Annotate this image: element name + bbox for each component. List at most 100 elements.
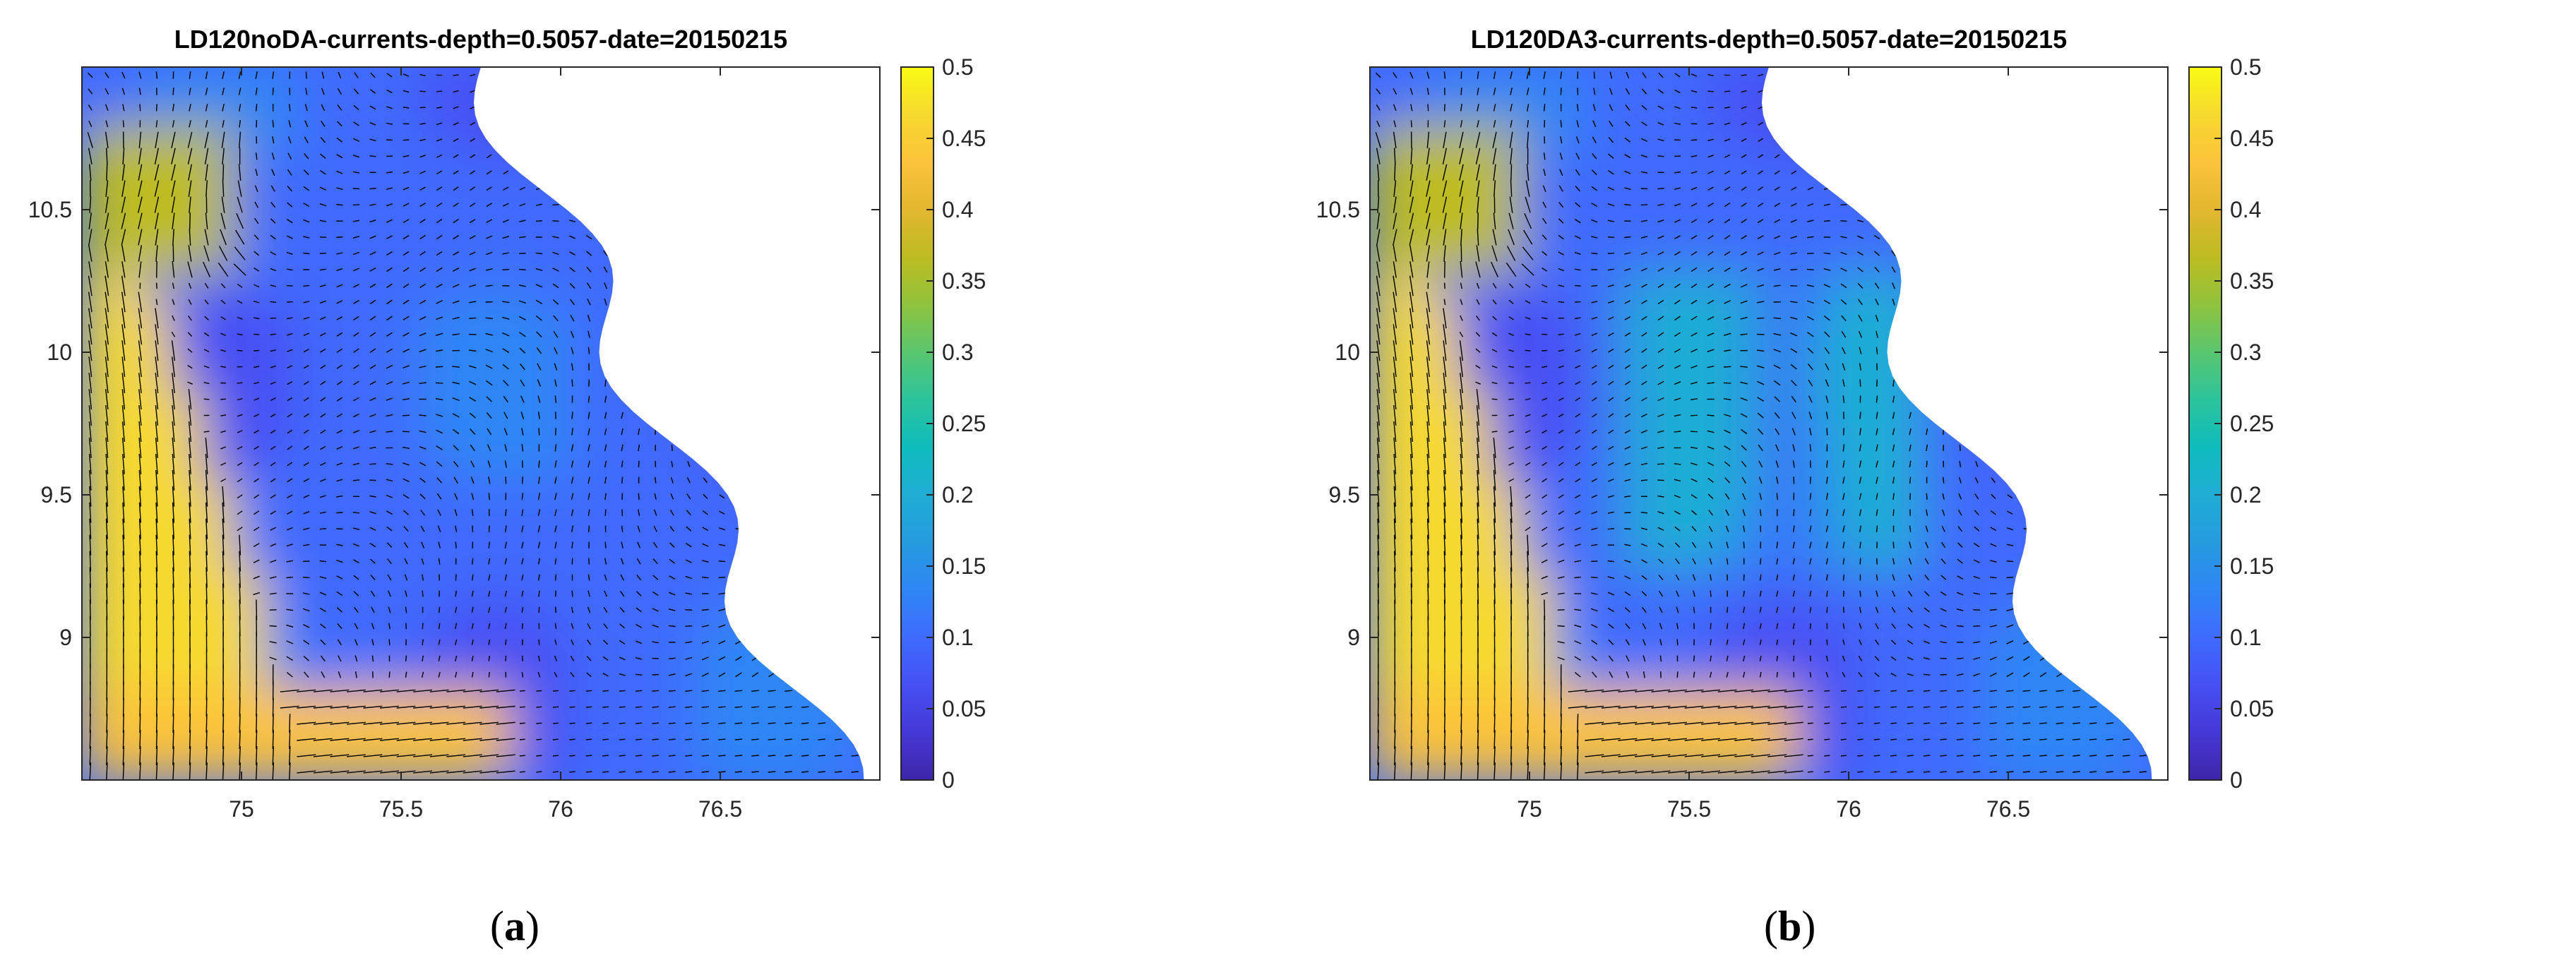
current-arrow <box>1674 203 1681 207</box>
current-arrow <box>269 641 277 644</box>
current-arrow <box>1876 347 1878 354</box>
current-arrow <box>303 284 310 287</box>
current-arrow <box>734 722 743 724</box>
current-arrow <box>470 138 476 142</box>
current-arrow <box>1575 186 1581 192</box>
current-arrow <box>1426 486 1430 507</box>
current-arrow <box>1807 738 1813 740</box>
colorbar-tick-label: 0.15 <box>942 553 986 579</box>
current-arrow <box>1526 88 1530 95</box>
current-arrow <box>468 365 477 368</box>
current-arrow <box>1924 558 1929 565</box>
current-arrow <box>1574 608 1582 611</box>
current-arrow <box>363 738 383 741</box>
current-arrow <box>419 316 427 320</box>
current-arrow <box>654 509 657 516</box>
current-arrow <box>1393 104 1397 112</box>
current-arrow <box>1527 131 1530 149</box>
current-arrow <box>254 478 259 483</box>
current-arrow <box>1807 332 1814 337</box>
current-arrow <box>570 315 575 322</box>
current-arrow <box>336 575 343 580</box>
current-arrow <box>1707 283 1715 289</box>
current-arrow <box>105 356 109 378</box>
current-arrow <box>1657 220 1664 223</box>
current-arrow <box>336 364 342 369</box>
current-arrow <box>452 316 460 320</box>
current-arrow <box>1909 460 1912 468</box>
current-arrow <box>718 690 726 692</box>
current-arrow <box>1792 558 1795 565</box>
current-arrow <box>588 460 590 468</box>
current-arrow <box>1625 121 1630 127</box>
current-arrow <box>1443 340 1447 361</box>
current-arrow <box>1774 170 1780 175</box>
current-arrow <box>1592 136 1597 143</box>
current-arrow <box>320 462 326 466</box>
current-arrow <box>1790 236 1798 239</box>
current-arrow <box>336 512 343 514</box>
current-arrow <box>405 655 407 662</box>
current-arrow <box>1393 245 1397 262</box>
current-arrow <box>1575 219 1581 224</box>
current-arrow <box>1510 746 1513 766</box>
current-arrow <box>604 509 607 516</box>
current-arrow <box>1558 301 1564 303</box>
current-arrow <box>254 397 260 401</box>
current-arrow <box>603 250 608 257</box>
current-arrow <box>1601 721 1621 725</box>
current-arrow <box>1990 543 1997 547</box>
current-arrow <box>520 412 525 419</box>
current-arrow <box>1891 266 1896 273</box>
current-arrow <box>1707 170 1714 174</box>
current-arrow <box>1460 315 1463 321</box>
current-arrow <box>1924 591 1930 596</box>
current-arrow <box>1393 373 1397 394</box>
current-arrow <box>1558 333 1564 335</box>
current-arrow <box>1525 510 1531 515</box>
current-arrow <box>122 469 125 491</box>
current-arrow <box>1591 169 1597 176</box>
current-arrow <box>554 379 557 387</box>
current-arrow <box>1725 525 1729 532</box>
current-arrow <box>1624 316 1631 320</box>
current-arrow <box>438 655 441 661</box>
current-arrow <box>1543 104 1546 112</box>
current-arrow <box>1508 316 1514 320</box>
current-arrow <box>1608 462 1614 466</box>
current-arrow <box>404 558 408 565</box>
current-arrow <box>304 152 309 160</box>
current-arrow <box>1410 502 1413 523</box>
current-arrow <box>369 414 376 417</box>
current-arrow <box>1624 268 1631 271</box>
current-arrow <box>2006 755 2014 757</box>
current-arrow <box>471 655 474 661</box>
current-arrow <box>363 689 383 692</box>
current-arrow <box>452 333 460 336</box>
current-arrow <box>1542 381 1548 385</box>
current-arrow <box>1724 283 1731 288</box>
current-arrow <box>1690 90 1698 93</box>
current-arrow <box>1608 479 1614 482</box>
current-arrow <box>1758 170 1764 175</box>
current-arrow <box>363 705 383 709</box>
current-arrow <box>105 120 109 128</box>
current-arrow <box>654 476 657 484</box>
current-arrow <box>1840 236 1847 239</box>
current-arrow <box>485 364 493 369</box>
current-arrow <box>1601 689 1621 692</box>
current-arrow <box>1624 252 1631 255</box>
current-arrow <box>1724 186 1731 191</box>
current-arrow <box>253 575 260 580</box>
current-arrow <box>187 365 193 369</box>
current-arrow <box>172 373 175 394</box>
current-arrow <box>1640 220 1648 222</box>
current-arrow <box>139 762 141 780</box>
current-arrow <box>172 453 175 474</box>
current-arrow <box>402 446 410 449</box>
current-arrow <box>1657 283 1664 288</box>
current-arrow <box>1707 493 1714 500</box>
current-arrow <box>1989 738 1997 740</box>
current-arrow <box>1591 577 1598 579</box>
current-arrow <box>1625 88 1630 95</box>
